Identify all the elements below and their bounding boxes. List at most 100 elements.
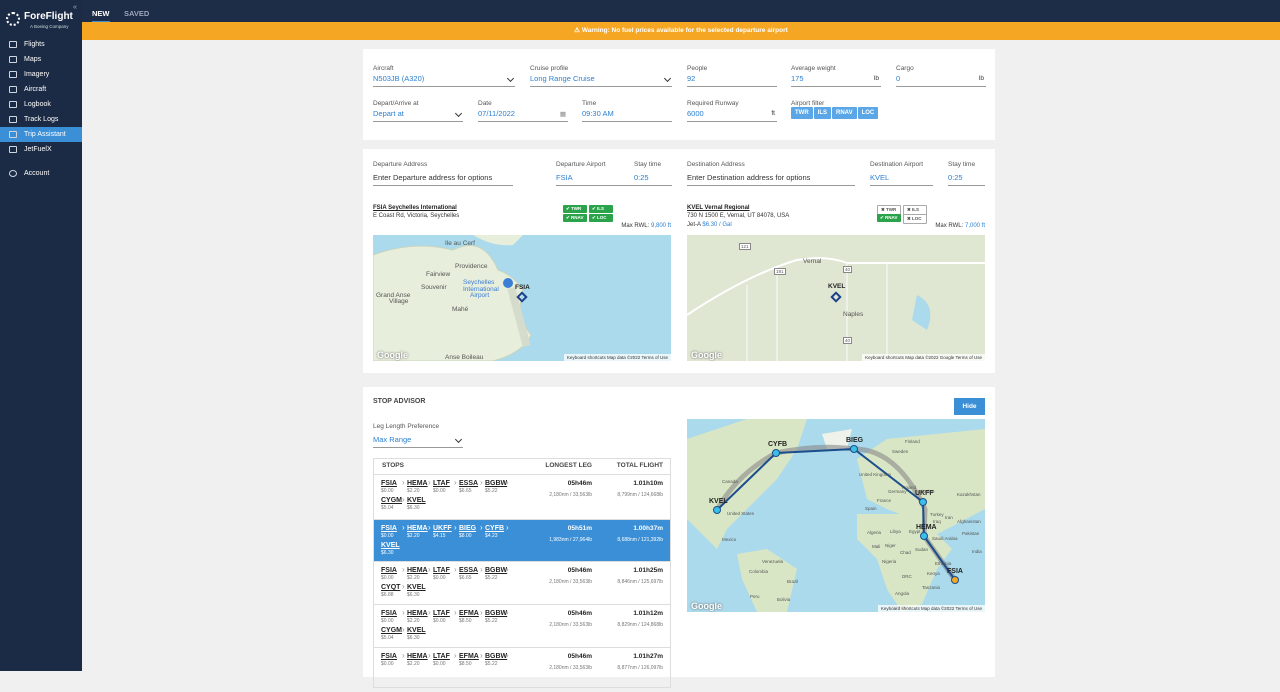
field-value[interactable]: 175 lb xyxy=(791,74,881,87)
tab[interactable]: SAVED xyxy=(124,9,150,18)
map-terms[interactable]: Terms of Use xyxy=(955,606,982,611)
map-label: Ile au Cerf xyxy=(445,240,475,247)
field-value[interactable]: 0:25 xyxy=(634,173,672,186)
rwl-value: 9,800 ft xyxy=(650,223,671,229)
filter-chip[interactable]: TWR xyxy=(791,107,813,119)
field-value[interactable]: Enter Departure address for options xyxy=(373,173,513,186)
page: (() => { const data = JSON.parse(documen… xyxy=(0,0,1280,671)
field-value[interactable]: Enter Destination address for options xyxy=(687,173,855,186)
stop-code: HEMA xyxy=(407,480,428,487)
stop-price: $8.00 xyxy=(459,533,472,539)
chevron: › xyxy=(454,565,457,574)
nav-item[interactable]: Logbook xyxy=(0,97,82,112)
chevron: › xyxy=(480,523,483,532)
map-label: Vernal xyxy=(803,258,822,265)
longest-leg-detail: 2,180nm / 33,563lb xyxy=(549,622,592,628)
nav-label: Logbook xyxy=(24,101,51,108)
nav-label: Track Logs xyxy=(24,116,59,123)
rwl-label: Max RWL: xyxy=(621,223,650,229)
field-value[interactable]: Max Range xyxy=(373,435,463,448)
nav-item[interactable]: Account xyxy=(0,166,82,181)
map-label: Naples xyxy=(843,311,864,318)
map-label: Brazil xyxy=(787,579,799,584)
airport-pin xyxy=(503,278,513,288)
field-value[interactable]: 09:30 AM xyxy=(582,109,672,122)
field-value[interactable]: 0:25 xyxy=(948,173,985,186)
nav-item[interactable]: Flights xyxy=(0,37,82,52)
map-label: Airport xyxy=(470,292,490,299)
map-shortcuts: Keyboard shortcuts xyxy=(865,355,904,360)
badge-label: RNAV xyxy=(571,215,584,220)
nav-item[interactable]: Track Logs xyxy=(0,112,82,127)
max-rwl: Max RWL: 9,800 ft xyxy=(543,223,671,229)
table-header: LONGEST LEG xyxy=(545,462,592,469)
field-label: People xyxy=(687,65,708,72)
chevron: › xyxy=(402,625,405,634)
collapse[interactable]: « xyxy=(73,4,77,11)
stop-code: LTAF xyxy=(433,653,450,660)
nav-icon xyxy=(9,146,17,153)
nav-item[interactable]: JetFuelX xyxy=(0,142,82,157)
map-label: Mahé xyxy=(452,306,469,313)
stop-price: $6.30 xyxy=(407,635,420,641)
longest-leg-detail: 1,983nm / 27,964lb xyxy=(549,537,592,543)
stop-code: FSIA xyxy=(381,610,397,617)
stop-code: HEMA xyxy=(407,525,428,532)
route-row[interactable]: FSIA $0.00 › HEMA $2.20 › LTAF $0.00 › EFMA $8.50 ›… xyxy=(374,604,670,647)
top-bar: NEW SAVED xyxy=(82,0,1280,23)
route-row[interactable]: FSIA $0.00 › HEMA $2.20 › LTAF $0.00 › EFMA $8.50 ›… xyxy=(374,647,670,692)
map-terms[interactable]: Terms of Use xyxy=(641,355,668,360)
map-label: 191 xyxy=(774,268,786,275)
nav-label: Maps xyxy=(24,56,42,63)
nav-item[interactable]: Trip Assistant xyxy=(0,127,82,142)
island xyxy=(473,235,523,246)
map-label: Tanzania xyxy=(922,585,941,590)
map-label: Egypt xyxy=(909,529,921,534)
nav-item[interactable]: Imagery xyxy=(0,67,82,82)
stop-price: $6.30 xyxy=(407,592,420,598)
map-label: Seychelles xyxy=(463,279,495,286)
stop-code: FSIA xyxy=(381,567,397,574)
field-value[interactable]: KVEL xyxy=(870,173,933,186)
field-value[interactable]: FSIA xyxy=(556,173,646,186)
stop-code: BGBW xyxy=(485,480,508,487)
map-label: Turkey xyxy=(930,512,944,517)
total-flight: 1.01h25m xyxy=(633,567,663,574)
field-value[interactable]: Depart at xyxy=(373,109,463,122)
field-value[interactable]: N503JB (A320) xyxy=(373,74,515,87)
field-value[interactable]: 07/11/2022 ▦ xyxy=(478,109,568,122)
map-label: Chad xyxy=(900,550,911,555)
stop-code: BIEG xyxy=(459,525,477,532)
map-label: Venezuela xyxy=(762,559,784,564)
map-terms[interactable]: Terms of Use xyxy=(955,355,982,360)
filter-chip[interactable]: LOC xyxy=(857,107,879,119)
nav-item[interactable]: Aircraft xyxy=(0,82,82,97)
tab[interactable]: NEW xyxy=(92,9,110,23)
stop-code: EFMA xyxy=(459,653,479,660)
map-label: Ukraine xyxy=(919,489,935,494)
warning-icon: ⚠ xyxy=(574,27,582,34)
field-value[interactable]: 92 xyxy=(687,74,777,87)
map-label: France xyxy=(877,498,892,503)
hide-button[interactable]: Hide xyxy=(954,398,985,415)
route-row[interactable]: FSIA $0.00 › HEMA $2.20 › LTAF $0.00 › ESSA $6.65 ›… xyxy=(374,474,670,519)
field-value[interactable]: 0 lb xyxy=(896,74,986,87)
filter-chip[interactable]: ILS xyxy=(813,107,832,119)
map-label: Kazakhstan xyxy=(957,492,981,497)
stop-code: HEMA xyxy=(407,610,428,617)
chevron: › xyxy=(454,651,457,660)
map-label: Ethiopia xyxy=(935,561,952,566)
route-row[interactable]: FSIA $0.00 › HEMA $2.20 › UKFF $4.15 › BIEG $8.00 ›… xyxy=(374,519,670,561)
map-footer: Keyboard shortcuts Map data ©2022 Terms … xyxy=(563,354,671,361)
map-data: Map data ©2022 xyxy=(920,606,955,611)
badge-label: LOC xyxy=(597,215,607,220)
map-label: Bolivia xyxy=(777,597,791,602)
stop-price: $0.00 xyxy=(433,575,446,581)
total-flight-detail: 8,688nm / 121,392lb xyxy=(617,537,663,543)
route-row[interactable]: FSIA $0.00 › HEMA $2.20 › LTAF $0.00 › ESSA $6.65 ›… xyxy=(374,561,670,604)
nav-item[interactable]: Maps xyxy=(0,52,82,67)
field-value[interactable]: Long Range Cruise xyxy=(530,74,672,87)
field-value[interactable]: 6000 ft xyxy=(687,109,777,122)
field-label: Depart/Arrive at xyxy=(373,100,419,107)
filter-chip[interactable]: RNAV xyxy=(832,107,857,119)
